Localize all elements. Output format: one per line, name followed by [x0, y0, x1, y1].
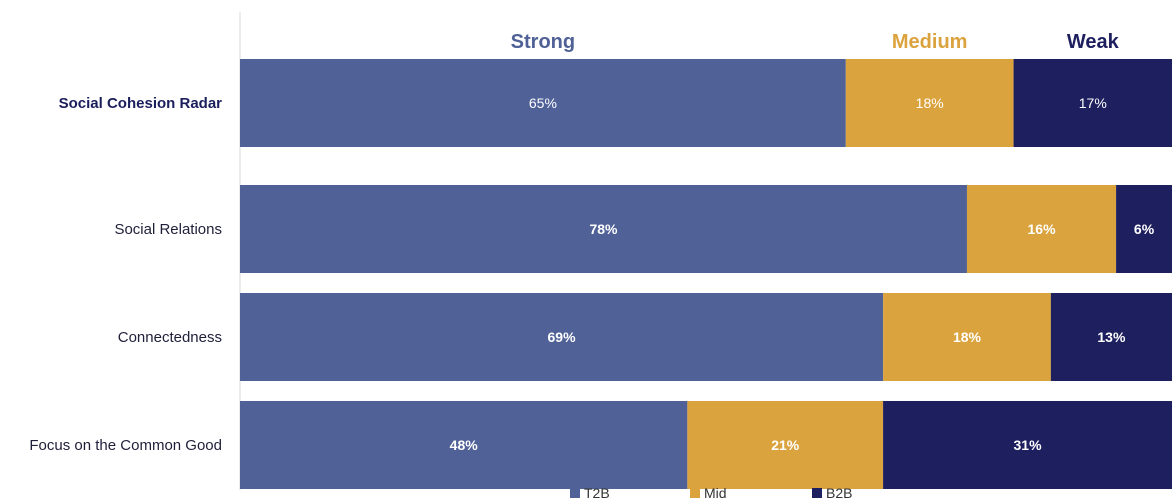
legend-swatch	[812, 488, 822, 498]
data-label: 6%	[1134, 221, 1155, 237]
data-label: 18%	[953, 329, 982, 345]
legend-swatch	[570, 488, 580, 498]
category-label: Focus on the Common Good	[29, 437, 222, 454]
legend-item-t2b: T2B	[570, 485, 610, 501]
legend-label: B2B	[826, 485, 852, 501]
data-label: 31%	[1014, 437, 1043, 453]
bar-segment-t2b	[240, 59, 846, 147]
category-label: Social Cohesion Radar	[59, 95, 223, 112]
legend-item-b2b: B2B	[812, 485, 852, 501]
chart-row: Social Relations 78% 16% 6%	[114, 185, 1172, 273]
column-header-b2b: Weak	[1067, 31, 1120, 53]
bar-segment-t2b	[240, 401, 688, 489]
data-label: 65%	[529, 95, 557, 111]
legend-label: Mid	[704, 485, 727, 501]
data-label: 69%	[548, 329, 577, 345]
data-label: 13%	[1097, 329, 1126, 345]
category-label: Social Relations	[114, 221, 222, 238]
bar-segment-mid	[883, 293, 1051, 381]
bar-segment-b2b	[1013, 59, 1172, 147]
bar-segment-b2b	[1050, 293, 1172, 381]
bar-segment-mid	[687, 401, 884, 489]
bar-segment-b2b	[1116, 185, 1172, 273]
bar-segment-mid	[966, 185, 1117, 273]
data-label: 48%	[450, 437, 479, 453]
legend: T2B Mid B2B	[570, 485, 852, 501]
data-label: 17%	[1079, 95, 1107, 111]
legend-label: T2B	[584, 485, 610, 501]
bar-segment-t2b	[240, 185, 967, 273]
data-label: 18%	[916, 95, 944, 111]
data-label: 78%	[589, 221, 618, 237]
column-header-mid: Medium	[892, 31, 968, 53]
bar-segment-t2b	[240, 293, 884, 381]
chart-row: Social Cohesion Radar 65% 18% 17%	[59, 59, 1172, 147]
data-label: 21%	[771, 437, 800, 453]
legend-swatch	[690, 488, 700, 498]
bar-segment-mid	[845, 59, 1014, 147]
category-label: Connectedness	[118, 329, 222, 346]
column-headers: Strong Medium Weak	[511, 31, 1120, 53]
chart-row: Focus on the Common Good 48% 21% 31%	[29, 401, 1172, 489]
legend-item-mid: Mid	[690, 485, 727, 501]
data-label: 16%	[1028, 221, 1057, 237]
bar-segment-b2b	[883, 401, 1172, 489]
chart-row: Connectedness 69% 18% 13%	[118, 293, 1172, 381]
chart-rows: Social Cohesion Radar 65% 18% 17% Social Rel…	[29, 59, 1172, 489]
column-header-t2b: Strong	[511, 31, 575, 53]
